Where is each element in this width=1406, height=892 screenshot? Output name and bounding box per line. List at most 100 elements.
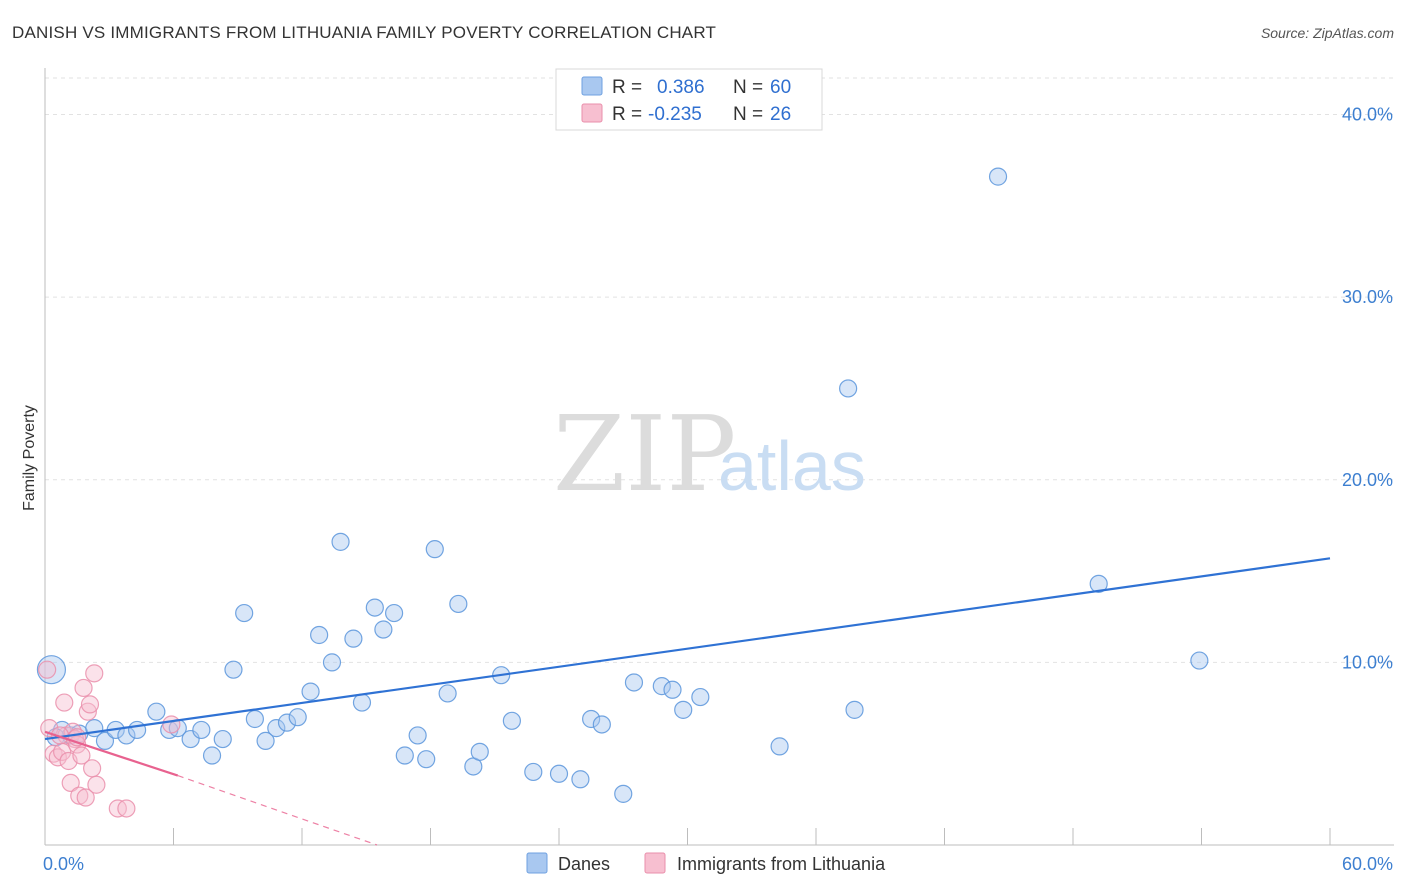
lithuania-trend-extension	[177, 775, 378, 846]
legend-n-label-danes: N =	[733, 77, 763, 98]
danes-point-56	[988, 167, 1008, 186]
legend-swatch-lithuania	[581, 103, 603, 123]
lithuania-point-15	[76, 788, 95, 807]
danes-point-53	[770, 737, 789, 756]
danes-trend-line	[44, 557, 1331, 741]
y-axis-label: Family Poverty	[21, 405, 38, 511]
legend-r-label-lithuania: R =	[612, 104, 642, 125]
danes-point-28	[352, 693, 372, 712]
x-tick-label-0: 0.0%	[43, 854, 84, 874]
danes-point-43	[549, 764, 569, 783]
danes-point-19	[256, 731, 275, 751]
lithuania-trend-line	[44, 730, 179, 777]
lithuania-point-14	[74, 678, 93, 698]
lithuania-point-0	[38, 660, 57, 679]
danes-point-39	[470, 742, 489, 761]
lithuania-point-23	[162, 715, 181, 734]
danes-point-23	[301, 682, 320, 701]
danes-point-32	[395, 746, 414, 765]
bottom-legend-lithuania: Immigrants from Lithuania	[677, 854, 886, 874]
y-tick-label-0: 10.0%	[1342, 652, 1393, 672]
danes-point-57	[1089, 574, 1108, 593]
danes-point-8	[127, 720, 147, 740]
danes-point-35	[425, 540, 444, 559]
danes-point-24	[310, 625, 329, 645]
legend-swatch-danes	[581, 76, 603, 96]
x-tick-labels: 0.0% 60.0%	[43, 854, 1393, 874]
watermark-zip: ZIP	[553, 393, 736, 515]
lithuania-point-8	[61, 773, 80, 793]
danes-point-48	[624, 673, 644, 692]
lithuania-point-16	[78, 702, 97, 721]
danes-point-44	[571, 770, 590, 789]
chart-source: Source: ZipAtlas.com	[1261, 25, 1394, 41]
danes-point-51	[674, 700, 693, 719]
trend-lines	[44, 557, 1331, 846]
top-legend: R = 0.386 N = 60 R = -0.235 N = 26	[555, 68, 823, 131]
y-tick-labels: 10.0% 20.0% 30.0% 40.0%	[1342, 105, 1393, 673]
legend-n-value-danes: 60	[770, 77, 791, 98]
danes-point-50	[663, 680, 682, 699]
danes-point-15	[213, 729, 232, 749]
danes-point-47	[614, 784, 633, 803]
danes-point-58	[1190, 651, 1209, 670]
danes-point-36	[438, 684, 457, 703]
danes-point-21	[277, 713, 297, 732]
danes-point-37	[449, 594, 468, 614]
danes-point-45	[582, 709, 601, 729]
danes-point-41	[502, 711, 521, 730]
legend-n-label-lithuania: N =	[733, 104, 763, 125]
bottom-legend-swatch-danes	[526, 852, 548, 874]
danes-point-9	[147, 702, 166, 721]
danes-point-54	[839, 379, 858, 398]
danes-point-33	[408, 726, 427, 745]
lithuania-point-13	[72, 746, 91, 765]
bottom-legend-swatch-lithuania	[644, 852, 666, 874]
y-tick-label-2: 30.0%	[1342, 287, 1393, 307]
lithuania-point-12	[70, 786, 89, 805]
watermark-atlas: atlas	[718, 427, 866, 505]
data-points	[36, 167, 1209, 818]
lithuania-point-18	[83, 759, 102, 778]
danes-point-0	[36, 655, 67, 685]
danes-point-30	[374, 620, 393, 639]
y-tick-label-3: 40.0%	[1342, 105, 1393, 125]
axes	[44, 68, 1394, 846]
danes-point-13	[192, 720, 211, 740]
lithuania-point-5	[55, 693, 74, 712]
danes-point-18	[245, 709, 264, 729]
danes-point-20	[267, 719, 286, 738]
lithuania-point-19	[85, 664, 104, 683]
legend-n-value-lithuania: 26	[770, 104, 791, 125]
bottom-legend: Danes Immigrants from Lithuania	[526, 852, 886, 874]
danes-point-31	[384, 603, 404, 623]
legend-r-value-danes: 0.386	[657, 77, 705, 98]
danes-point-55	[845, 700, 864, 719]
danes-point-49	[652, 677, 671, 696]
watermark: ZIP atlas	[553, 393, 866, 515]
lithuania-point-22	[117, 799, 136, 818]
lithuania-point-20	[87, 775, 106, 794]
chart-title: DANISH VS IMMIGRANTS FROM LITHUANIA FAMI…	[12, 23, 716, 42]
danes-point-52	[691, 687, 710, 707]
danes-point-25	[322, 653, 342, 672]
danes-point-34	[417, 750, 436, 769]
danes-point-22	[288, 708, 307, 727]
danes-point-26	[331, 532, 350, 551]
danes-point-46	[592, 715, 611, 734]
danes-point-5	[95, 731, 115, 751]
x-tick-label-1: 60.0%	[1342, 854, 1393, 874]
y-tick-label-1: 20.0%	[1342, 470, 1393, 490]
danes-point-16	[224, 660, 243, 679]
danes-point-14	[202, 746, 222, 765]
legend-r-value-lithuania: -0.235	[648, 104, 702, 125]
danes-point-27	[344, 629, 363, 648]
bottom-legend-danes: Danes	[558, 854, 610, 874]
danes-point-42	[524, 762, 543, 782]
gridlines	[45, 77, 1394, 663]
danes-point-29	[365, 598, 384, 617]
danes-point-17	[235, 603, 254, 623]
lithuania-point-17	[80, 695, 100, 714]
legend-r-label-danes: R =	[612, 77, 642, 98]
